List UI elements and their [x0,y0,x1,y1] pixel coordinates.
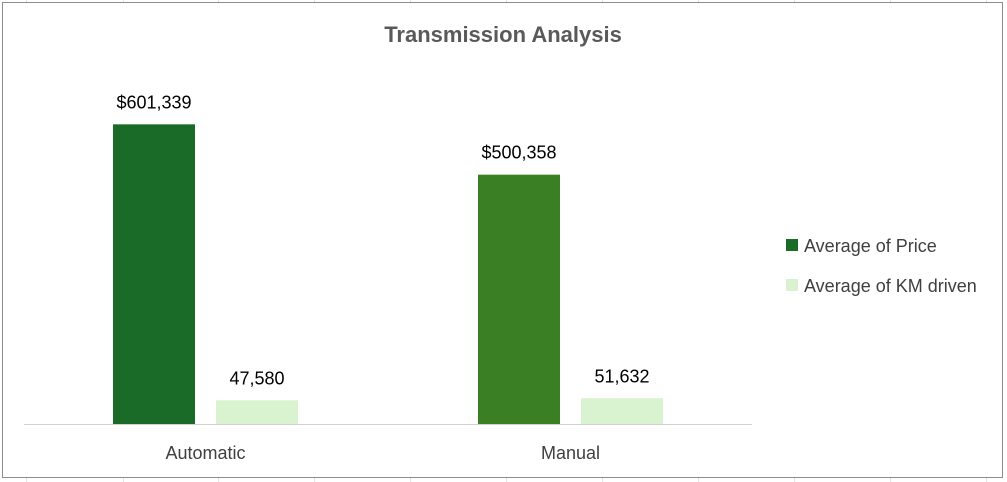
bar-km-manual[interactable] [581,398,663,424]
bar-km-automatic[interactable] [216,400,298,424]
x-tick-label: Manual [541,443,600,463]
chart-title: Transmission Analysis [384,22,622,47]
legend-swatch [786,279,798,291]
data-label: $601,339 [116,92,191,112]
data-label: 51,632 [594,366,649,386]
bar-price-manual[interactable] [478,174,560,424]
bar-price-automatic[interactable] [113,124,195,424]
legend-swatch [786,239,798,251]
data-label: $500,358 [481,143,556,163]
x-tick-label: Automatic [165,443,245,463]
data-label: 47,580 [229,368,284,388]
legend-label: Average of Price [804,236,937,256]
legend[interactable]: Average of Price Average of KM driven [786,236,977,296]
legend-label: Average of KM driven [804,276,977,296]
plot-area: $601,339 47,580 Automatic $500,358 51,632 Man… [24,92,752,463]
